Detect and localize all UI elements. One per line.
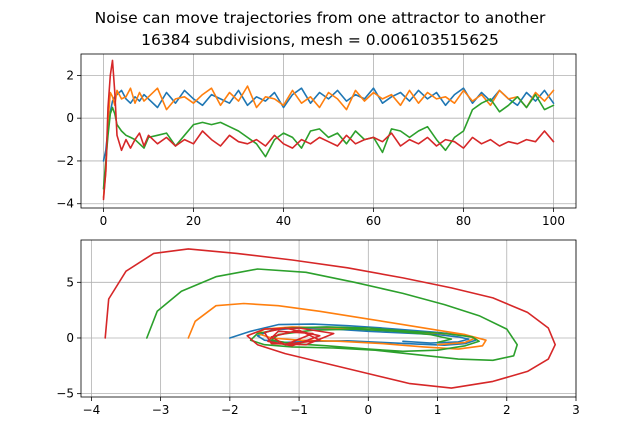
top-xtick-label-1: 20 [186, 214, 201, 228]
top-xtick-label-3: 60 [366, 214, 381, 228]
figure-title-line2: 16384 subdivisions, mesh = 0.00610351562… [141, 31, 499, 49]
bottom-axes-phase-portrait: −4 −3 −2 −1 0 1 2 3 −5 0 5 [56, 239, 580, 417]
bottom-series-line-3 [104, 248, 557, 389]
top-series-line-1 [102, 85, 555, 199]
top-series-line-3 [102, 59, 555, 201]
top-xtick-label-0: 0 [100, 214, 108, 228]
top-plot-area [81, 54, 576, 208]
bottom-xtick-label-0: −4 [83, 403, 101, 417]
top-xtick-label-5: 100 [542, 214, 565, 228]
bottom-xtick-label-5: 1 [434, 403, 442, 417]
bottom-ytick-label-1: 0 [66, 331, 74, 345]
bottom-series-line-2 [146, 268, 519, 362]
bottom-xtick-label-4: 0 [364, 403, 372, 417]
top-axes-time-series: 0 20 40 60 80 100 −4 −2 0 2 [56, 53, 577, 228]
bottom-series-group [104, 248, 557, 389]
bottom-xtick-label-6: 2 [503, 403, 511, 417]
bottom-ytick-label-0: −5 [56, 387, 74, 401]
bottom-xtick-label-3: −1 [290, 403, 308, 417]
top-xtick-label-2: 40 [276, 214, 291, 228]
bottom-axes-frame [80, 239, 577, 398]
top-series-line-2 [102, 93, 555, 190]
top-xtick-label-4: 80 [456, 214, 471, 228]
top-series-group [102, 59, 555, 201]
top-ytick-label-0: −4 [56, 197, 74, 211]
top-ytick-label-3: 2 [66, 68, 74, 82]
bottom-xtick-label-1: −3 [152, 403, 170, 417]
bottom-ytick-label-2: 5 [66, 275, 74, 289]
figure-title-line1: Noise can move trajectories from one att… [95, 9, 546, 27]
bottom-xtick-label-7: 3 [572, 403, 580, 417]
top-axes-frame [80, 53, 577, 209]
top-ytick-label-2: 0 [66, 111, 74, 125]
bottom-series-line-0 [229, 323, 477, 347]
bottom-plot-area [81, 240, 576, 397]
bottom-xtick-label-2: −2 [221, 403, 239, 417]
top-ytick-label-1: −2 [56, 154, 74, 168]
